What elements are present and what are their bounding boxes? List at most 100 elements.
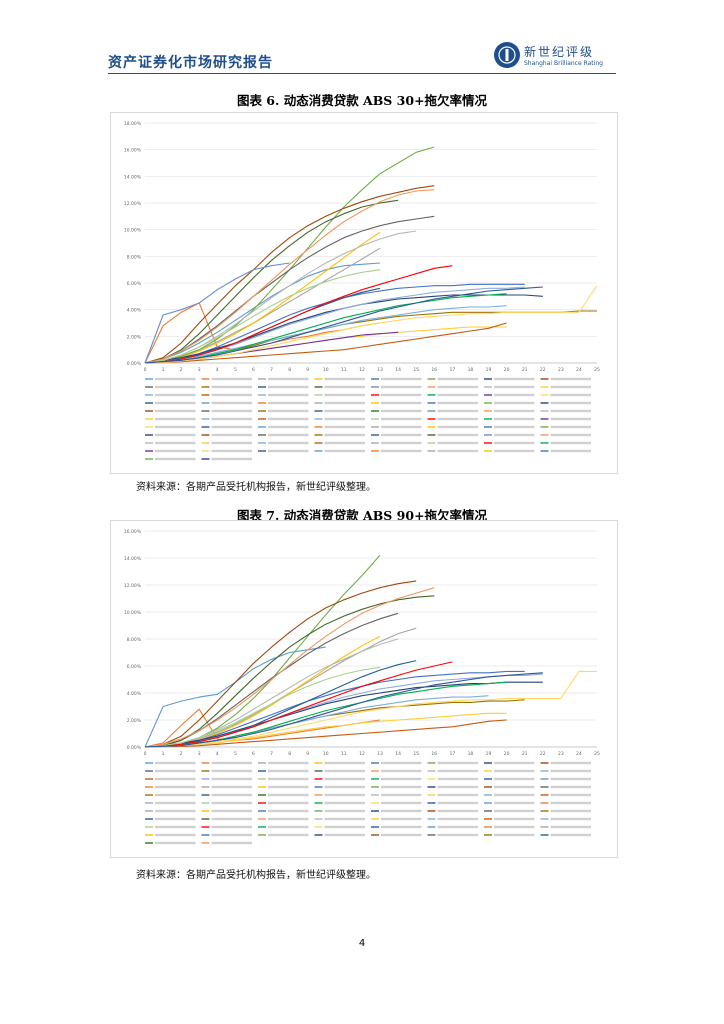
legend-entry-placeholder xyxy=(155,769,196,773)
legend-entry-placeholder xyxy=(324,793,365,797)
x-tick-label: 11 xyxy=(341,367,347,373)
legend-entry-placeholder xyxy=(211,449,252,453)
x-tick-label: 14 xyxy=(395,751,401,757)
x-tick-label: 0 xyxy=(144,367,147,373)
legend-entry-placeholder xyxy=(494,449,535,453)
x-tick-label: 18 xyxy=(468,751,474,757)
legend-entry-placeholder xyxy=(324,377,365,381)
legend-entry-placeholder xyxy=(155,785,196,789)
legend-entry-placeholder xyxy=(381,401,422,405)
legend-entry-placeholder xyxy=(550,769,591,773)
legend-entry-placeholder xyxy=(324,449,365,453)
x-tick-label: 24 xyxy=(576,367,582,373)
legend-entry-placeholder xyxy=(211,769,252,773)
legend-entry-placeholder xyxy=(324,385,365,389)
legend-entry-placeholder xyxy=(381,441,422,445)
legend-entry-placeholder xyxy=(324,809,365,813)
series-line-19 xyxy=(144,661,453,748)
legend-entry-placeholder xyxy=(381,793,422,797)
legend-entry-placeholder xyxy=(155,777,196,781)
legend-entry-placeholder xyxy=(550,401,591,405)
x-tick-label: 13 xyxy=(377,367,383,373)
series-line-11 xyxy=(144,199,399,364)
x-tick-label: 7 xyxy=(270,751,273,757)
legend-entry-placeholder xyxy=(155,417,196,421)
legend-entry-placeholder xyxy=(494,425,535,429)
x-tick-label: 6 xyxy=(252,367,255,373)
series-line-12 xyxy=(144,587,435,748)
x-tick-label: 4 xyxy=(216,367,219,373)
legend-entry-placeholder xyxy=(437,449,478,453)
x-tick-label: 20 xyxy=(504,367,510,373)
legend-entry-placeholder xyxy=(494,433,535,437)
x-tick-label: 15 xyxy=(413,751,419,757)
legend-entry-placeholder xyxy=(494,809,535,813)
x-tick-label: 3 xyxy=(198,367,201,373)
x-tick-label: 8 xyxy=(288,751,291,757)
legend-entry-placeholder xyxy=(550,425,591,429)
legend-entry-placeholder xyxy=(324,417,365,421)
legend-entry-placeholder xyxy=(494,377,535,381)
series-line-4 xyxy=(144,283,525,364)
legend-entry-placeholder xyxy=(437,769,478,773)
x-tick-label: 5 xyxy=(234,367,237,373)
legend-entry-placeholder xyxy=(211,841,252,845)
legend-entry-placeholder xyxy=(211,417,252,421)
legend-entry-placeholder xyxy=(211,401,252,405)
legend-entry-placeholder xyxy=(550,801,591,805)
legend-entry-placeholder xyxy=(381,801,422,805)
legend-entry-placeholder xyxy=(155,817,196,821)
legend-entry-placeholder xyxy=(550,833,591,837)
legend-entry-placeholder xyxy=(155,793,196,797)
legend-entry-placeholder xyxy=(268,785,309,789)
x-tick-label: 12 xyxy=(359,367,365,373)
legend-entry-placeholder xyxy=(324,401,365,405)
figure-7-source: 资料来源：各期产品受托机构报告，新世纪评级整理。 xyxy=(136,870,376,881)
legend-entry-placeholder xyxy=(381,425,422,429)
legend-entry-placeholder xyxy=(268,793,309,797)
y-tick-label: 6.00% xyxy=(127,664,142,670)
legend-entry-placeholder xyxy=(268,777,309,781)
chart-svg-0: 0.00% 2.00% 4.00% 6.00% 8.00% 10.00% 12.00% 14.… xyxy=(124,121,600,461)
legend-entry-placeholder xyxy=(155,449,196,453)
x-tick-label: 9 xyxy=(306,751,309,757)
chart-30plus-delinquency: 0.00% 2.00% 4.00% 6.00% 8.00% 10.00% 12.00% 14.… xyxy=(110,112,618,474)
legend-entry-placeholder xyxy=(494,801,535,805)
x-tick-label: 19 xyxy=(486,751,492,757)
legend-entry-placeholder xyxy=(437,785,478,789)
y-tick-label: 8.00% xyxy=(127,254,142,260)
x-tick-label: 19 xyxy=(486,367,492,373)
series-line-5 xyxy=(144,146,435,364)
legend-entry-placeholder xyxy=(550,433,591,437)
x-tick-label: 12 xyxy=(359,751,365,757)
legend-entry-placeholder xyxy=(381,433,422,437)
series-line-18 xyxy=(144,666,381,748)
legend-entry-placeholder xyxy=(494,769,535,773)
legend-entry-placeholder xyxy=(437,809,478,813)
y-tick-label: 6.00% xyxy=(127,281,142,287)
legend-entry-placeholder xyxy=(437,825,478,829)
y-tick-label: 16.00% xyxy=(124,148,142,154)
series-line-19 xyxy=(144,269,381,364)
legend-entry-placeholder xyxy=(324,801,365,805)
legend-entry-placeholder xyxy=(211,801,252,805)
legend-entry-placeholder xyxy=(437,433,478,437)
legend-entry-placeholder xyxy=(550,777,591,781)
x-tick-label: 16 xyxy=(431,367,437,373)
x-tick-label: 15 xyxy=(413,367,419,373)
figure-7-title: 图表 7. 动态消费贷款 ABS 90+拖欠率情况 xyxy=(236,508,488,523)
legend-entry-placeholder xyxy=(437,417,478,421)
legend-entry-placeholder xyxy=(550,377,591,381)
series-line-17 xyxy=(144,322,507,364)
x-tick-label: 11 xyxy=(341,751,347,757)
report-title: 资产证券化市场研究报告 xyxy=(108,55,273,71)
x-tick-label: 2 xyxy=(180,367,183,373)
series-line-20 xyxy=(144,265,453,364)
legend-entry-placeholder xyxy=(324,425,365,429)
legend-entry-placeholder xyxy=(381,833,422,837)
y-tick-label: 10.00% xyxy=(124,610,142,616)
y-tick-label: 10.00% xyxy=(124,228,142,234)
legend-entry-placeholder xyxy=(211,785,252,789)
legend-entry-placeholder xyxy=(437,377,478,381)
legend-entry-placeholder xyxy=(437,793,478,797)
